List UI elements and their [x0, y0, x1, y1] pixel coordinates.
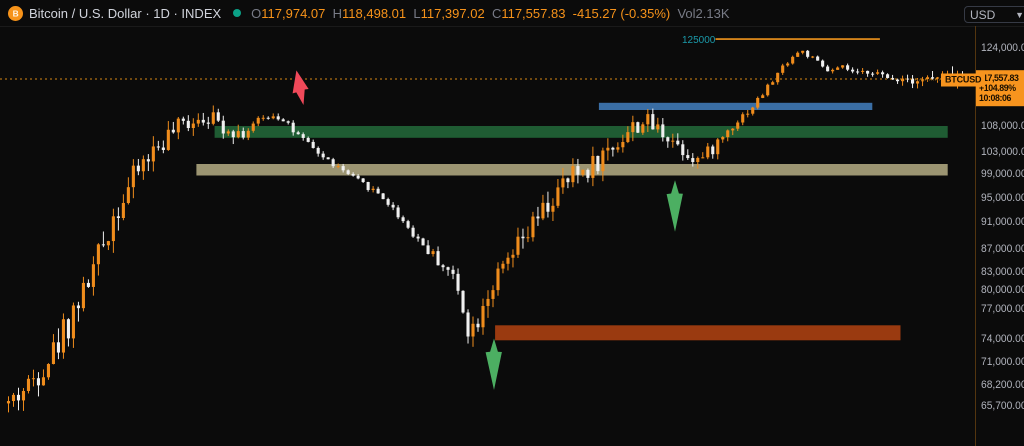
svg-text:125000: 125000 [682, 35, 716, 46]
